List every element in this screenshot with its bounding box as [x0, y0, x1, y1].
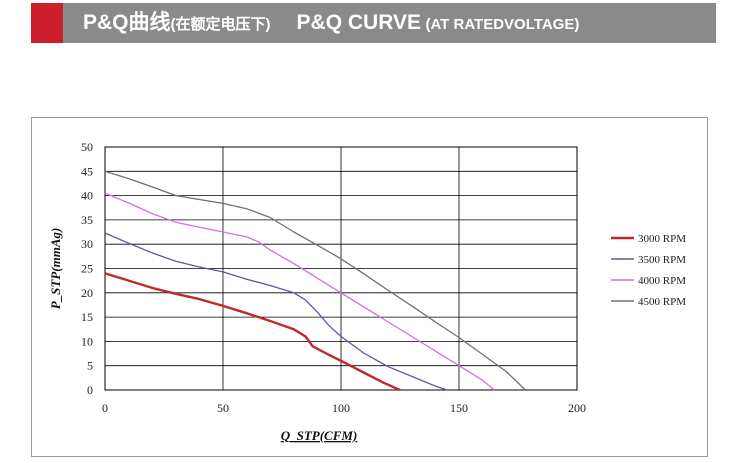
y-tick-label: 5: [87, 359, 93, 373]
legend-label: 4500 RPM: [638, 296, 686, 308]
y-tick-label: 40: [81, 189, 93, 203]
title-en: P&Q CURVE: [296, 11, 421, 34]
header-title: P&Q曲线(在额定电压下) P&Q CURVE (AT RATEDVOLTAGE): [83, 3, 579, 43]
legend-label: 4000 RPM: [638, 275, 686, 287]
subtitle-en: (AT RATEDVOLTAGE): [425, 16, 580, 33]
legend-label: 3000 RPM: [638, 233, 686, 245]
y-axis-label: P_STP(mmAg): [48, 228, 63, 310]
y-tick-label: 0: [87, 383, 93, 397]
series-line-4000-rpm: [104, 192, 495, 391]
title-cn: P&Q曲线: [83, 11, 171, 34]
series-line-3500-rpm: [104, 232, 448, 391]
y-tick-label: 10: [81, 334, 93, 348]
y-tick-label: 35: [81, 213, 93, 227]
series-line-4500-rpm: [104, 170, 526, 391]
x-tick-label: 200: [568, 401, 586, 415]
legend-label: 3500 RPM: [638, 254, 686, 266]
series-line-3000-rpm: [104, 272, 401, 392]
x-tick-label: 150: [450, 401, 468, 415]
x-tick-label: 50: [217, 401, 229, 415]
chart-panel: 0 5 10 15 20 25 30 35 40 45 50 0 50 100 150 200 Q_STP(CF…: [31, 117, 708, 457]
y-tick-label: 50: [81, 140, 93, 154]
header-accent-block: [31, 3, 63, 43]
y-tick-label: 15: [81, 310, 93, 324]
subtitle-cn: (在额定电压下): [170, 16, 271, 33]
header-banner: P&Q曲线(在额定电压下) P&Q CURVE (AT RATEDVOLTAGE): [31, 3, 716, 43]
y-tick-label: 30: [81, 237, 93, 251]
y-tick-label: 45: [81, 164, 93, 178]
x-axis-label: Q_STP(CFM): [281, 428, 358, 443]
pq-curve-chart: 0 5 10 15 20 25 30 35 40 45 50 0 50 100 150 200 Q_STP(CF…: [48, 140, 686, 443]
y-tick-label: 20: [81, 286, 93, 300]
x-tick-label: 0: [102, 401, 108, 415]
y-tick-label: 25: [81, 262, 93, 276]
plot-frame: [104, 146, 578, 391]
x-tick-label: 100: [332, 401, 350, 415]
